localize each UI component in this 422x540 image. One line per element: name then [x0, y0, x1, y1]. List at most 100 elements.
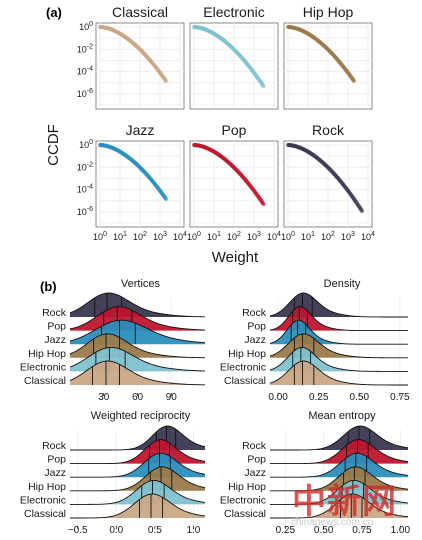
ridge-area [270, 453, 408, 478]
ridge-category-label: Hip Hop [228, 348, 266, 360]
ridge-category-label: Rock [42, 440, 67, 452]
ridge-outline [269, 333, 408, 359]
x-tick-label: 1.0 [186, 525, 200, 536]
ridge-category-label: Classical [224, 375, 266, 387]
ridge-rock: Rock [242, 425, 409, 452]
ridge-outline [70, 466, 206, 492]
y-tick-label: 10-6 [77, 206, 93, 217]
ridge-area [70, 466, 205, 491]
x-tick-label: 100 [281, 231, 295, 242]
ridge-outline [270, 493, 409, 519]
x-tick-label: 104 [173, 231, 187, 242]
ridge-outline [270, 466, 409, 492]
x-tick-label: 102 [321, 231, 335, 242]
x-tick-label: 0.25 [309, 392, 329, 403]
ridge-classical: Classical [224, 493, 409, 520]
ridge-rock: Rock [242, 292, 408, 319]
ridge-area [270, 439, 408, 464]
y-tick-label: 100 [79, 139, 93, 150]
ridge-outline [69, 306, 206, 331]
ccdf-point [163, 196, 169, 202]
ridge-outline [69, 360, 206, 386]
ridge-outline [70, 493, 206, 519]
ridge-hip-hop: Hip Hop [228, 466, 409, 493]
x-tick-label: 0.5 [148, 525, 162, 536]
x-tick-label: 1.00 [391, 525, 411, 536]
ridge-category-label: Electronic [220, 361, 266, 373]
ridge-pop: Pop [47, 306, 206, 333]
ridge-area [270, 494, 408, 518]
ridge-outline [70, 439, 206, 465]
ccdf-panel-title: Hip Hop [303, 4, 354, 20]
ridge-outline [269, 306, 408, 332]
ridge-outline [69, 333, 206, 359]
ridge-category-label: Rock [242, 440, 267, 452]
x-tick-label: 101 [301, 231, 315, 242]
ccdf-panel-classical: Classical 100 10-2 10-4 10-6 [77, 4, 185, 110]
ccdf-panel-title: Pop [222, 122, 247, 138]
y-tick-label: 10-2 [77, 43, 93, 54]
y-tick-label: 10-4 [77, 66, 93, 77]
ccdf-panel-jazz: Jazz 100 10-2 10-4 10-6 100 101 102 103 104 [77, 122, 187, 242]
ridge-outline [270, 479, 409, 505]
ridge-area [270, 361, 408, 385]
ridge-category-label: Jazz [244, 467, 266, 479]
ridge-category-label: Hip Hop [228, 481, 266, 493]
ridge-category-label: Classical [224, 508, 266, 520]
x-tick-label: 100 [187, 231, 201, 242]
ridge-category-label: Jazz [244, 334, 266, 346]
ccdf-point [261, 84, 266, 89]
y-tick-label: 10-2 [77, 161, 93, 172]
x-tick-label: 0.75 [390, 392, 410, 403]
x-tick-label: 103 [341, 231, 355, 242]
ridge-area [270, 426, 408, 450]
x-tick-label: −0.5 [68, 525, 88, 536]
ridge-outline [70, 479, 206, 505]
panel-a-label: (a) [46, 5, 62, 20]
x-tick-label: 60 [132, 392, 144, 403]
ridge-category-label: Rock [242, 307, 267, 319]
ccdf-point [163, 78, 169, 84]
watermark-logo: 中新网 [292, 482, 397, 522]
ccdf-panel-title: Classical [112, 4, 168, 20]
x-tick-label: 101 [113, 231, 127, 242]
ccdf-point [359, 208, 365, 214]
ridge-category-label: Hip Hop [28, 481, 66, 493]
ridge-electronic: Electronic [220, 479, 409, 506]
ridge-area [70, 293, 205, 317]
ridge-category-label: Electronic [220, 494, 266, 506]
ridge-area [270, 480, 408, 505]
ridge-outline [269, 292, 408, 318]
ridge-classical: Classical [24, 360, 206, 387]
x-tick-label: 0.0 [109, 525, 123, 536]
ridge-outline [269, 319, 408, 345]
x-tick-label: 103 [153, 231, 167, 242]
ccdf-x-axis-title: Weight [212, 249, 259, 266]
ridge-category-label: Pop [247, 454, 266, 466]
x-tick-label: 104 [361, 231, 375, 242]
ridge-category-label: Electronic [20, 494, 66, 506]
ridge-outline [69, 292, 206, 318]
ridge-outline [270, 452, 409, 478]
ridge-category-label: Classical [24, 375, 66, 387]
ridge-category-label: Electronic [20, 361, 66, 373]
x-tick-label: 90 [166, 392, 178, 403]
ridge-electronic: Electronic [20, 479, 206, 506]
ridge-area [70, 480, 205, 505]
ridge-category-label: Pop [47, 321, 66, 333]
ccdf-point [261, 202, 266, 207]
y-tick-label: 10-6 [77, 88, 93, 99]
ccdf-panel-pop: Pop 100 101 102 103 104 [187, 122, 281, 242]
ridge-area [70, 426, 205, 450]
ridgeline-title: Mean entropy [308, 410, 376, 422]
ridge-rock: Rock [42, 292, 206, 319]
x-tick-label: 102 [227, 231, 241, 242]
ridge-outline [270, 439, 409, 465]
ccdf-panel-title: Electronic [203, 4, 264, 20]
ccdf-panel-rock: Rock 100 101 102 103 104 [281, 122, 375, 242]
